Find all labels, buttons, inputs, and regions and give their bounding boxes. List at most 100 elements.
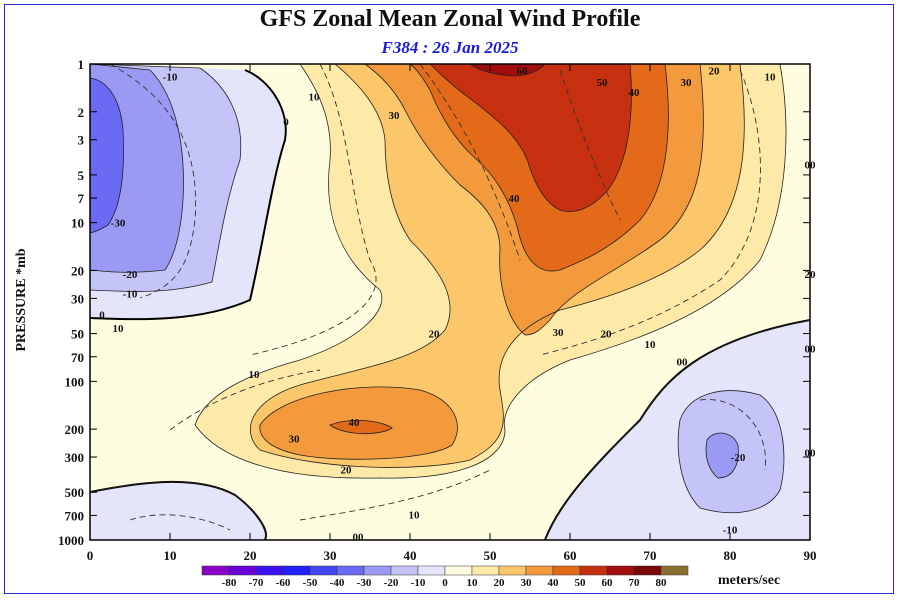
colorbar-level-label: 80 xyxy=(656,577,668,589)
contour-label: 20 xyxy=(601,329,613,341)
contour-label: 40 xyxy=(629,87,641,99)
wind-region-4 xyxy=(90,481,266,540)
y-tick-label: 30 xyxy=(71,291,84,306)
contour-label: 30 xyxy=(553,327,565,339)
colorbar-level-label: 70 xyxy=(629,577,641,589)
zero-contour-1 xyxy=(90,69,287,321)
y-tick-label: 5 xyxy=(78,168,85,183)
contour-label: 00 xyxy=(805,447,817,459)
colorbar-level-label: 20 xyxy=(494,577,506,589)
dashed-contour-0 xyxy=(109,64,197,299)
contour-label: 00 xyxy=(677,357,689,369)
y-tick-label: 2 xyxy=(78,105,85,120)
contour-label: 00 xyxy=(805,160,817,172)
y-tick-label: 70 xyxy=(71,350,84,365)
level-contour-6 xyxy=(705,432,739,479)
colorbar-swatch xyxy=(633,565,662,576)
contour-label: 20 xyxy=(805,269,817,281)
wind-region-7 xyxy=(706,433,739,478)
x-tick-label: 60 xyxy=(564,548,577,563)
colorbar-swatch xyxy=(525,565,554,576)
dashed-contour-1 xyxy=(249,64,377,356)
level-contour-9 xyxy=(259,64,704,460)
level-contour-8 xyxy=(250,64,745,468)
chart-frame xyxy=(4,4,894,594)
level-contour-2 xyxy=(90,77,124,234)
y-tick-label: 700 xyxy=(65,508,85,523)
contour-label: 10 xyxy=(409,509,421,521)
y-tick-label: 3 xyxy=(78,133,85,148)
x-tick-label: 20 xyxy=(244,548,257,563)
contour-label: 00 xyxy=(805,343,817,355)
x-tick-label: 90 xyxy=(804,548,817,563)
dashed-contour-5 xyxy=(299,469,491,521)
contour-label: -10 xyxy=(163,72,178,84)
contour-label: 20 xyxy=(709,66,721,78)
contour-label: 30 xyxy=(289,434,301,446)
x-tick-label: 0 xyxy=(87,548,94,563)
units-label: meters/sec xyxy=(718,573,780,588)
contour-label: 30 xyxy=(389,110,401,122)
contour-label: -10 xyxy=(723,525,738,537)
contour-label: 10 xyxy=(113,323,125,335)
y-tick-label: 300 xyxy=(65,450,85,465)
x-tick-label: 50 xyxy=(484,548,497,563)
contour-label: 60 xyxy=(517,66,529,78)
colorbar-level-label: 60 xyxy=(602,577,614,589)
colorbar-level-label: -40 xyxy=(330,577,345,589)
contour-label: 10 xyxy=(309,91,321,103)
level-contour-4 xyxy=(544,319,810,540)
colorbar-level-label: -20 xyxy=(384,577,399,589)
x-tick-label: 30 xyxy=(324,548,337,563)
wind-region-3 xyxy=(90,78,124,233)
y-tick-label: 7 xyxy=(78,191,85,206)
colorbar-swatch xyxy=(606,565,635,576)
chart-subtitle: F384 : 26 Jan 2025 xyxy=(381,38,519,57)
contour-label: -30 xyxy=(111,218,126,230)
dashed-contour-6 xyxy=(699,399,766,471)
colorbar-level-label: -50 xyxy=(303,577,318,589)
colorbar-level-label: -30 xyxy=(357,577,372,589)
colorbar-level-label: 0 xyxy=(442,577,448,589)
contour-label: 40 xyxy=(349,417,361,429)
y-tick-label: 500 xyxy=(65,485,85,500)
colorbar-swatch xyxy=(309,565,338,576)
contour-label: 00 xyxy=(353,531,365,543)
level-contour-11 xyxy=(429,64,632,212)
level-contour-7 xyxy=(194,64,787,479)
colorbar-swatch xyxy=(255,565,284,576)
colorbar-swatch xyxy=(201,565,230,576)
colorbar-level-label: -10 xyxy=(411,577,426,589)
colorbar-swatch xyxy=(444,565,473,576)
dashed-contour-7 xyxy=(129,514,231,531)
dashed-contour-8 xyxy=(559,69,621,221)
contour-label: 0 xyxy=(99,310,105,322)
y-tick-label: 20 xyxy=(71,263,84,278)
colorbar-swatch xyxy=(363,565,392,576)
colorbar-level-label: 40 xyxy=(548,577,560,589)
colorbar-level-label: 30 xyxy=(521,577,533,589)
y-tick-label: 10 xyxy=(71,216,84,231)
x-tick-label: 70 xyxy=(644,548,657,563)
plot-border xyxy=(89,63,811,541)
x-tick-label: 10 xyxy=(164,548,177,563)
colorbar-swatch xyxy=(660,565,689,576)
contour-label: 20 xyxy=(429,329,441,341)
contour-label: -20 xyxy=(731,452,746,464)
y-tick-label: 200 xyxy=(65,422,85,437)
contour-label: 30 xyxy=(681,77,693,89)
colorbar-swatch xyxy=(498,565,527,576)
colorbar-level-label: -60 xyxy=(276,577,291,589)
colorbar-swatch xyxy=(228,565,257,576)
wind-region-13 xyxy=(470,64,545,76)
dashed-contour-3 xyxy=(539,69,761,356)
colorbar-level-label: -80 xyxy=(222,577,237,589)
dashed-contour-4 xyxy=(169,369,321,431)
colorbar-swatch xyxy=(417,565,446,576)
level-contour-5 xyxy=(677,390,785,514)
y-tick-label: 100 xyxy=(65,374,85,389)
level-contour-0 xyxy=(90,64,242,292)
colorbar-swatch xyxy=(579,565,608,576)
contour-label: 10 xyxy=(249,369,261,381)
